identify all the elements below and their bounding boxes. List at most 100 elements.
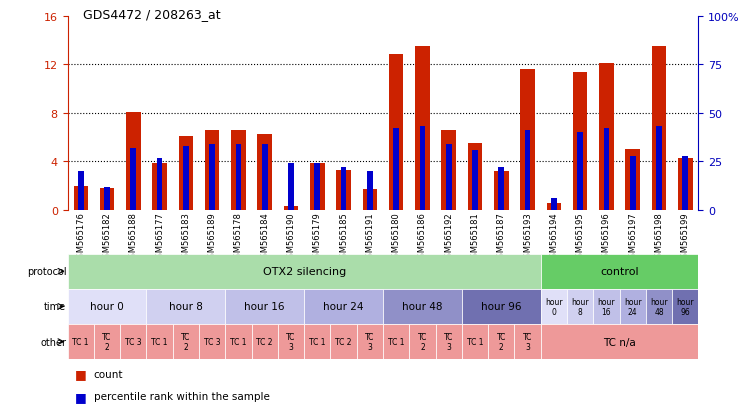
Text: control: control bbox=[600, 266, 639, 277]
Bar bbox=[94, 324, 120, 359]
Bar bbox=[74, 186, 88, 211]
Bar bbox=[288, 164, 294, 211]
Bar bbox=[225, 289, 304, 324]
Bar bbox=[593, 289, 620, 324]
Bar bbox=[68, 324, 94, 359]
Bar bbox=[126, 112, 140, 211]
Bar bbox=[183, 147, 189, 211]
Text: TC 3: TC 3 bbox=[125, 337, 142, 346]
Text: TC 1: TC 1 bbox=[73, 337, 89, 346]
Bar bbox=[394, 129, 399, 211]
Text: hour
16: hour 16 bbox=[598, 297, 615, 316]
Bar bbox=[278, 324, 304, 359]
Bar bbox=[304, 324, 330, 359]
Bar bbox=[488, 324, 514, 359]
Bar bbox=[131, 149, 136, 211]
Text: TC
3: TC 3 bbox=[444, 332, 454, 351]
Bar bbox=[157, 158, 162, 211]
Bar bbox=[389, 55, 403, 211]
Text: hour
8: hour 8 bbox=[572, 297, 589, 316]
Text: hour
24: hour 24 bbox=[624, 297, 641, 316]
Bar bbox=[494, 172, 508, 211]
Bar bbox=[120, 324, 146, 359]
Bar bbox=[652, 47, 666, 211]
Bar bbox=[341, 168, 346, 211]
Text: hour 96: hour 96 bbox=[481, 301, 521, 312]
Bar bbox=[336, 171, 351, 211]
Bar bbox=[146, 324, 173, 359]
Bar bbox=[541, 324, 698, 359]
Text: hour 48: hour 48 bbox=[403, 301, 442, 312]
Text: TC 1: TC 1 bbox=[152, 337, 167, 346]
Text: hour 8: hour 8 bbox=[169, 301, 203, 312]
Text: TC 2: TC 2 bbox=[336, 337, 351, 346]
Bar bbox=[173, 324, 199, 359]
Text: GDS4472 / 208263_at: GDS4472 / 208263_at bbox=[83, 8, 220, 21]
Bar bbox=[541, 254, 698, 289]
Bar bbox=[525, 131, 530, 211]
Bar bbox=[446, 145, 451, 211]
Bar bbox=[520, 70, 535, 211]
Bar bbox=[567, 289, 593, 324]
Bar bbox=[656, 127, 662, 211]
Bar bbox=[68, 289, 146, 324]
Bar bbox=[672, 289, 698, 324]
Bar bbox=[310, 163, 324, 211]
Text: TC
3: TC 3 bbox=[523, 332, 532, 351]
Text: TC
2: TC 2 bbox=[102, 332, 112, 351]
Bar bbox=[626, 150, 640, 211]
Bar bbox=[104, 188, 110, 211]
Bar bbox=[573, 72, 587, 211]
Text: hour
96: hour 96 bbox=[677, 297, 694, 316]
Text: TC
2: TC 2 bbox=[181, 332, 191, 351]
Bar bbox=[678, 159, 692, 211]
Bar bbox=[225, 324, 252, 359]
Text: TC 1: TC 1 bbox=[231, 337, 246, 346]
Bar bbox=[514, 324, 541, 359]
Bar bbox=[468, 144, 482, 211]
Bar bbox=[436, 324, 462, 359]
Bar bbox=[152, 163, 167, 211]
Text: TC n/a: TC n/a bbox=[603, 337, 636, 347]
Bar bbox=[383, 324, 409, 359]
Bar bbox=[420, 127, 425, 211]
Text: OTX2 silencing: OTX2 silencing bbox=[263, 266, 345, 277]
Text: TC 3: TC 3 bbox=[204, 337, 221, 346]
Bar bbox=[646, 289, 672, 324]
Bar bbox=[330, 324, 357, 359]
Bar bbox=[462, 289, 541, 324]
Bar bbox=[78, 172, 83, 211]
Text: TC 1: TC 1 bbox=[467, 337, 483, 346]
Text: TC
2: TC 2 bbox=[418, 332, 427, 351]
Text: time: time bbox=[44, 301, 66, 312]
Bar bbox=[363, 190, 377, 211]
Bar bbox=[146, 289, 225, 324]
Text: TC 2: TC 2 bbox=[257, 337, 273, 346]
Text: hour 0: hour 0 bbox=[90, 301, 124, 312]
Bar bbox=[284, 207, 298, 211]
Bar bbox=[236, 145, 241, 211]
Bar bbox=[620, 289, 646, 324]
Bar bbox=[262, 145, 267, 211]
Bar bbox=[357, 324, 383, 359]
Bar bbox=[599, 64, 614, 211]
Bar bbox=[210, 145, 215, 211]
Text: hour 24: hour 24 bbox=[324, 301, 363, 312]
Text: percentile rank within the sample: percentile rank within the sample bbox=[94, 392, 270, 401]
Bar bbox=[68, 254, 541, 289]
Text: hour 16: hour 16 bbox=[245, 301, 285, 312]
Text: ■: ■ bbox=[75, 390, 87, 403]
Bar bbox=[541, 289, 567, 324]
Bar bbox=[179, 137, 193, 211]
Text: protocol: protocol bbox=[26, 266, 66, 277]
Text: TC
3: TC 3 bbox=[365, 332, 375, 351]
Bar bbox=[630, 156, 635, 211]
Bar bbox=[205, 131, 219, 211]
Bar bbox=[367, 172, 372, 211]
Text: TC
2: TC 2 bbox=[496, 332, 506, 351]
Bar bbox=[409, 324, 436, 359]
Bar bbox=[472, 150, 478, 211]
Bar bbox=[683, 156, 688, 211]
Text: count: count bbox=[94, 369, 123, 379]
Bar bbox=[604, 129, 609, 211]
